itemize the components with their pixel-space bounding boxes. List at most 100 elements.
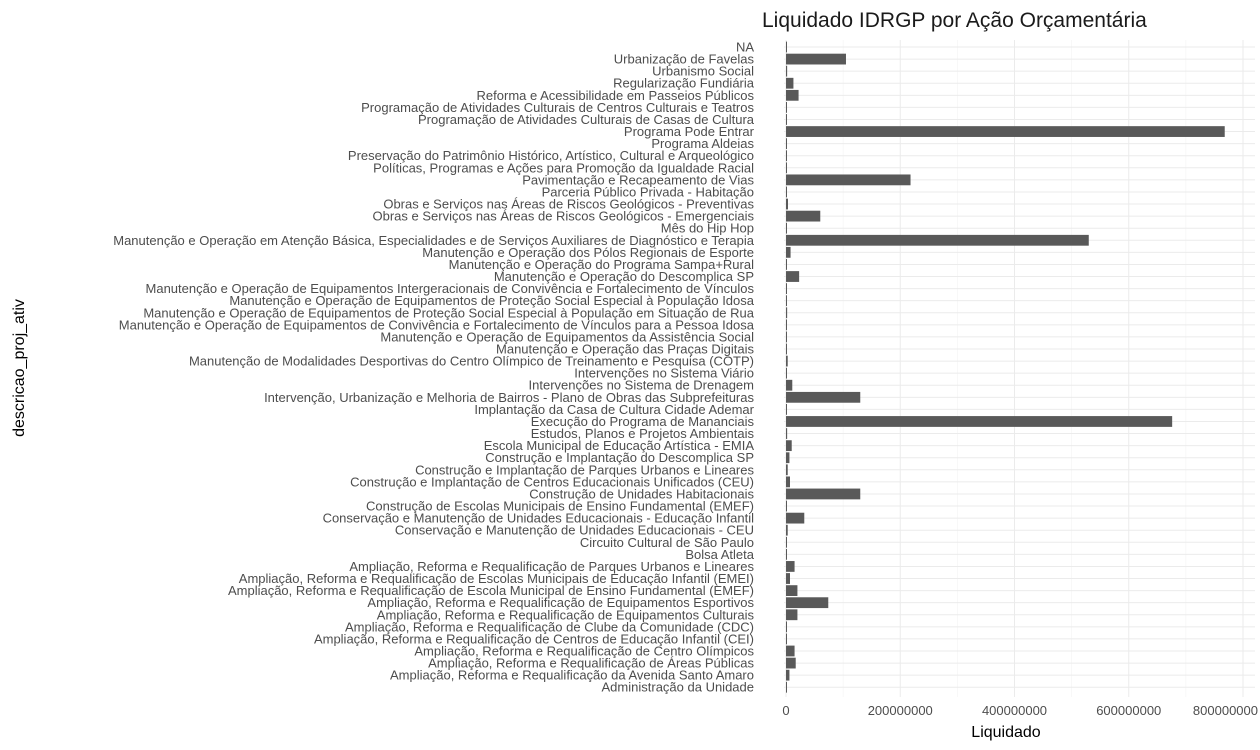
category-label: Construção de Escolas Municipais de Ensi… — [366, 499, 754, 514]
category-label: Manutenção e Operação de Equipamentos da… — [380, 329, 754, 344]
category-label: Bolsa Atleta — [685, 547, 754, 562]
category-label: Ampliação, Reforma e Requalificação de C… — [345, 619, 754, 634]
bar — [786, 512, 805, 524]
category-label: Ampliação, Reforma e Requalificação de C… — [414, 644, 754, 659]
bar — [786, 174, 911, 186]
bar — [786, 65, 788, 77]
category-label: NA — [736, 40, 754, 55]
x-axis-title: Liquidado — [971, 724, 1041, 741]
x-tick-label: 200000000 — [868, 703, 933, 718]
bar — [786, 391, 861, 403]
bar — [786, 41, 787, 53]
category-label: Programa Aldeias — [651, 136, 754, 151]
bar — [786, 428, 788, 439]
category-label: Ampliação, Reforma e Requalificação de P… — [349, 559, 754, 574]
bar — [786, 186, 787, 198]
category-label: Intervenções no Sistema de Drenagem — [529, 378, 754, 393]
category-label: Programação de Atividades Culturais de C… — [418, 112, 755, 127]
bar — [786, 367, 787, 379]
bar — [786, 597, 829, 609]
category-label: Implantação da Casa de Cultura Cidade Ad… — [474, 402, 754, 417]
bar — [786, 585, 798, 596]
bar — [786, 210, 821, 222]
category-label: Mês do Hip Hop — [661, 221, 754, 236]
bar — [786, 150, 787, 162]
category-label: Escola Municipal de Educação Artística -… — [484, 438, 755, 453]
category-label: Manutenção e Operação de Equipamentos In… — [146, 281, 755, 296]
category-label: Construção e Implantação de Centros Educ… — [350, 474, 754, 489]
bar — [786, 440, 792, 452]
category-label: Programação de Atividades Culturais de C… — [361, 100, 754, 115]
category-label: Manutenção e Operação dos Pólos Regionai… — [422, 245, 754, 260]
category-label: Reforma e Acessibilidade em Passeios Púb… — [477, 88, 755, 103]
bar — [786, 343, 787, 355]
bar — [786, 657, 796, 669]
bar — [786, 464, 788, 476]
category-label: Ampliação, Reforma e Requalificação de E… — [367, 595, 754, 610]
bar — [786, 162, 787, 174]
bar — [786, 222, 787, 234]
bar — [786, 331, 787, 343]
category-label: Conservação e Manutenção de Unidades Edu… — [323, 511, 755, 526]
category-label: Pavimentação e Recapeamento de Vias — [522, 172, 754, 187]
bar — [786, 573, 790, 584]
category-label: Conservação e Manutenção de Unidades Edu… — [395, 523, 754, 538]
bar — [786, 234, 1089, 246]
category-label: Obras e Serviços nas Áreas de Riscos Geo… — [373, 209, 755, 224]
category-label: Ampliação, Reforma e Requalificação da A… — [390, 668, 754, 683]
bar — [786, 609, 798, 621]
category-label: Urbanismo Social — [652, 64, 754, 79]
bar — [786, 633, 787, 645]
category-label: Ampliação, Reforma e Requalificação de E… — [377, 607, 755, 622]
category-label: Ampliação, Reforma e Requalificação de Á… — [428, 656, 754, 671]
bar — [786, 53, 846, 65]
bar — [786, 77, 794, 89]
bar — [786, 621, 787, 633]
bar — [786, 561, 795, 572]
bar — [786, 548, 787, 560]
category-label: Manutenção e Operação do Descomplica SP — [494, 269, 754, 284]
category-label: Regularização Fundiária — [613, 76, 755, 91]
bar — [786, 355, 788, 367]
chart-title: Liquidado IDRGP por Ação Orçamentária — [762, 9, 1147, 32]
category-label: Políticas, Programas e Ações para Promoç… — [373, 160, 754, 175]
category-label: Obras e Serviços nas Áreas de Riscos Geo… — [383, 197, 754, 212]
category-label: Manutenção de Modalidades Desportivas do… — [189, 354, 754, 369]
category-label: Construção e Implantação do Descomplica … — [485, 450, 754, 465]
category-label: Manutenção e Operação de Equipamentos de… — [143, 305, 754, 320]
bar — [786, 295, 787, 307]
category-label: Administração da Unidade — [602, 680, 754, 695]
bar — [786, 488, 861, 500]
category-label: Manutenção e Operação em Atenção Básica,… — [113, 233, 755, 248]
bar — [786, 404, 787, 415]
x-tick-label: 800000000 — [1193, 703, 1258, 718]
bar — [786, 476, 790, 488]
bar — [786, 307, 788, 319]
bar — [786, 524, 788, 536]
bar — [786, 500, 787, 512]
bar — [786, 271, 800, 282]
bar — [786, 645, 795, 657]
bar — [786, 126, 1225, 137]
x-tick-label: 600000000 — [1096, 703, 1161, 718]
bar — [786, 246, 791, 258]
x-tick-label: 0 — [782, 703, 789, 718]
bar — [786, 89, 799, 101]
category-label: Ampliação, Reforma e Requalificação de E… — [239, 571, 754, 586]
category-label: Intervenção, Urbanização e Melhoria de B… — [264, 390, 754, 405]
bar — [786, 102, 787, 113]
category-label: Manutenção e Operação do Programa Sampa+… — [449, 257, 754, 272]
x-tick-label: 400000000 — [982, 703, 1047, 718]
bar — [786, 138, 787, 150]
y-axis-title: descricao_proj_ativ — [11, 299, 28, 437]
bar — [786, 198, 788, 210]
category-label: Ampliação, Reforma e Requalificação de E… — [228, 583, 754, 598]
bar — [786, 452, 790, 464]
category-label: Execução do Programa de Mananciais — [531, 414, 755, 429]
bar — [786, 681, 787, 693]
bar — [786, 283, 787, 294]
category-label: Circuito Cultural de São Paulo — [580, 535, 754, 550]
x-tick-labels: 0 200000000 400000000 600000000 800000000 — [782, 703, 1258, 718]
bar — [786, 669, 790, 681]
